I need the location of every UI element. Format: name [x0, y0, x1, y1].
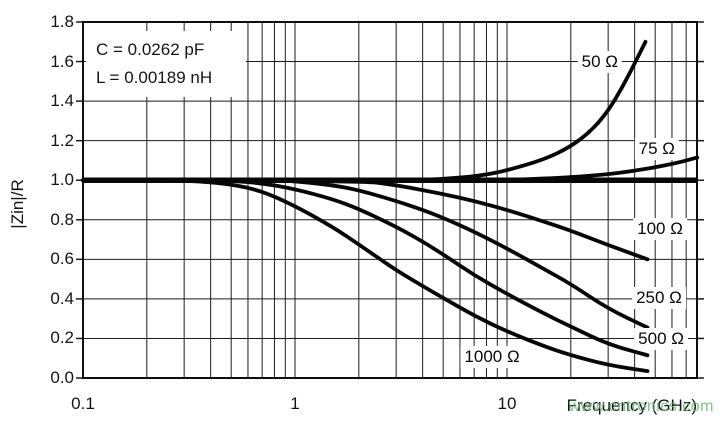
curve-500-ohm: [81, 178, 650, 358]
x-tick-label: 0.1: [71, 394, 95, 413]
curve-label-75-ohm: 75 Ω: [634, 137, 679, 160]
plot-border: [82, 21, 698, 379]
x-tick-label: 10: [497, 394, 517, 413]
x-tick-label: 1: [290, 394, 300, 413]
curve-label-100-ohm: 100 Ω: [633, 217, 687, 240]
y-tick-label: 0.2: [50, 328, 74, 348]
annotation-box: C = 0.0262 pF L = 0.00189 nH: [86, 31, 246, 97]
y-tick-label: 1.2: [50, 130, 74, 150]
curve-label-1000-ohm: 1000 Ω: [460, 346, 524, 369]
y-tick-label: 0.0: [50, 368, 74, 387]
annotation-line-c: C = 0.0262 pF: [96, 40, 205, 59]
y-axis-title: |Zin|/R: [8, 179, 27, 229]
curve-label-500-ohm: 500 Ω: [634, 328, 688, 351]
y-tick-label: 1.0: [50, 170, 74, 190]
curve-75-ohm: [81, 155, 700, 183]
y-tick-label: 1.4: [50, 91, 74, 111]
annotation-line-l: L = 0.00189 nH: [96, 68, 213, 87]
y-tick-label: 0.6: [50, 249, 74, 269]
y-tick-label: 0.4: [50, 288, 74, 308]
y-tick-label: 0.8: [50, 209, 74, 229]
y-tick-label: 1.6: [50, 51, 74, 71]
curve-1000-ohm: [81, 178, 650, 373]
watermark: www.cntronics.com: [568, 398, 714, 415]
y-tick-label: 1.8: [50, 12, 74, 31]
curve-250-ohm: [81, 178, 650, 330]
curve-100-ohm: [81, 178, 650, 262]
curve-label-50-ohm: 50 Ω: [577, 50, 622, 73]
curve-label-250-ohm: 250 Ω: [632, 286, 686, 309]
x-axis-title: Frequency (GHz): [566, 396, 697, 415]
